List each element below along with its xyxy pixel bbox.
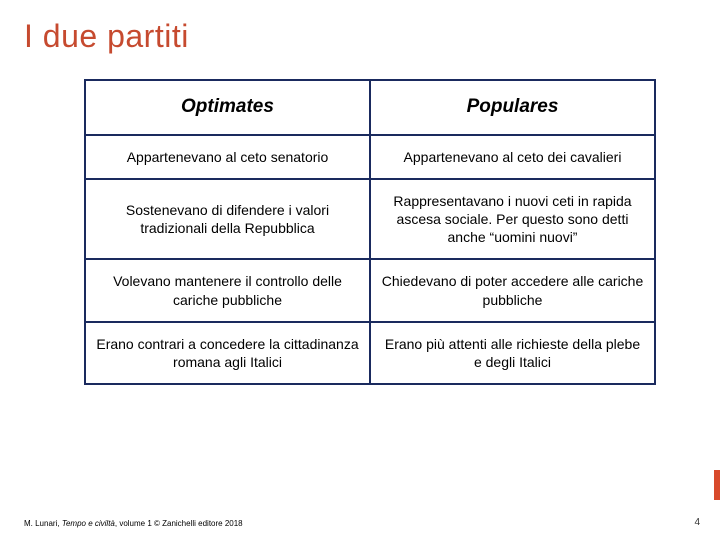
table-cell: Appartenevano al ceto senatorio [85, 135, 370, 179]
table-row: Appartenevano al ceto senatorio Apparten… [85, 135, 655, 179]
table-cell: Erano contrari a concedere la cittadinan… [85, 322, 370, 384]
page-title: I due partiti [24, 18, 696, 55]
table-cell: Erano più attenti alle richieste della p… [370, 322, 655, 384]
table-row: Sostenevano di difendere i valori tradiz… [85, 179, 655, 260]
table-row: Erano contrari a concedere la cittadinan… [85, 322, 655, 384]
slide: I due partiti Optimates Populares Appart… [0, 0, 720, 540]
comparison-table-wrap: Optimates Populares Appartenevano al cet… [24, 79, 696, 385]
table-cell: Sostenevano di difendere i valori tradiz… [85, 179, 370, 260]
comparison-table: Optimates Populares Appartenevano al cet… [84, 79, 656, 385]
table-header-row: Optimates Populares [85, 80, 655, 135]
footer-rest: , volume 1 © Zanichelli editore 2018 [115, 519, 243, 528]
page-number: 4 [694, 517, 700, 528]
footer-book-title: Tempo e civiltà [62, 519, 115, 528]
footer-author: M. Lunari, [24, 519, 60, 528]
column-header-optimates: Optimates [85, 80, 370, 135]
footer-citation: M. Lunari, Tempo e civiltà, volume 1 © Z… [24, 519, 243, 528]
table-cell: Appartenevano al ceto dei cavalieri [370, 135, 655, 179]
table-cell: Volevano mantenere il controllo delle ca… [85, 259, 370, 321]
accent-edge [714, 470, 720, 500]
table-row: Volevano mantenere il controllo delle ca… [85, 259, 655, 321]
column-header-populares: Populares [370, 80, 655, 135]
table-cell: Chiedevano di poter accedere alle carich… [370, 259, 655, 321]
table-cell: Rappresentavano i nuovi ceti in rapida a… [370, 179, 655, 260]
